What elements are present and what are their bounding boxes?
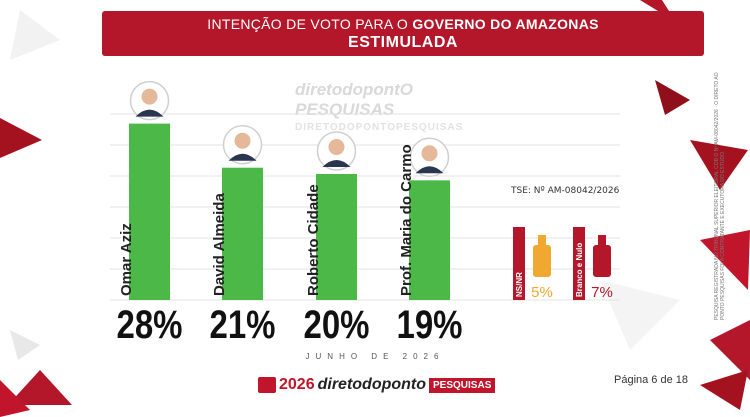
side-note: PESQUISA REGISTRADA NO TRIBUNAL SUPERIOR… — [714, 72, 726, 320]
candidate-face — [234, 132, 251, 149]
watermark-url: DIRETODOPONTOPESQUISAS — [295, 122, 464, 133]
bottle-body — [533, 245, 551, 277]
value-label: 19% — [397, 303, 463, 347]
candidate-name: Roberto Cidade — [305, 184, 322, 296]
footer-pesquisas: PESQUISAS — [429, 377, 496, 393]
value-label: 28% — [117, 303, 183, 347]
title-bold: GOVERNO DO AMAZONAS — [412, 16, 599, 32]
candidate-face — [141, 88, 158, 105]
footer-year: 2026 — [279, 376, 315, 393]
candidate-face — [328, 139, 345, 155]
candidate-suit — [135, 109, 164, 117]
candidate-suit — [322, 160, 351, 167]
ballot-icon — [258, 377, 276, 393]
bar — [316, 174, 357, 300]
bar — [222, 167, 263, 300]
bottle-neck — [538, 235, 546, 245]
bar — [409, 180, 450, 300]
bottle-neck — [598, 235, 606, 245]
candidate-name: Prof. Maria do Carmo — [398, 144, 415, 296]
label-bar — [573, 227, 585, 300]
other-name: NS/NR — [515, 272, 524, 297]
label-bar — [513, 227, 525, 300]
bar — [129, 123, 170, 300]
candidate-suit — [415, 166, 444, 174]
chart-header: INTENÇÃO DE VOTO PARA O GOVERNO DO AMAZO… — [102, 11, 704, 56]
other-value-label: 7% — [591, 284, 613, 301]
page-number: Página 6 de 18 — [614, 374, 689, 386]
chart-title: INTENÇÃO DE VOTO PARA O GOVERNO DO AMAZO… — [102, 16, 704, 32]
candidate-name: Omar Aziz — [118, 223, 135, 296]
value-label: 20% — [304, 303, 370, 347]
value-label: 21% — [210, 303, 276, 347]
footer-logo: 2026 diretodoponto PESQUISAS — [258, 373, 496, 397]
footer-brand: diretodoponto — [317, 376, 427, 393]
other-value-label: 5% — [531, 284, 553, 301]
candidate-face — [421, 145, 438, 162]
candidate-suit — [228, 153, 257, 161]
title-prefix: INTENÇÃO DE VOTO PARA O — [207, 16, 409, 32]
bottle-body — [593, 245, 611, 277]
tse-registration: TSE: Nº AM-08042/2026 — [511, 186, 620, 196]
other-name: Branco e Nulo — [575, 243, 584, 297]
chart-subtitle: ESTIMULADA — [348, 34, 458, 51]
survey-month: JUNHO DE 2026 — [305, 352, 445, 361]
candidate-name: David Almeida — [211, 193, 228, 296]
